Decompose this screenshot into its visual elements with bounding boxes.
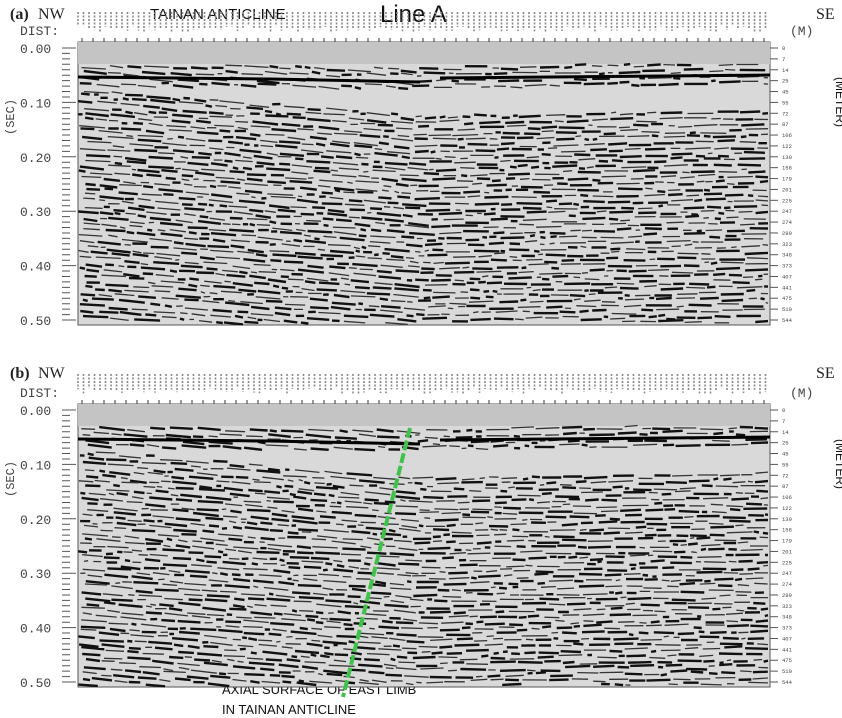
depth-tick-label: 45 bbox=[782, 451, 789, 458]
depth-tick-label: 72 bbox=[782, 110, 789, 117]
depth-tick-label: 407 bbox=[782, 273, 792, 280]
distance-label: DIST: bbox=[20, 386, 59, 401]
depth-tick-label: 158 bbox=[782, 165, 792, 172]
direction-label: SE bbox=[816, 365, 835, 382]
time-tick-label: 0.40 bbox=[20, 622, 51, 637]
annotation-line: IN TAINAN ANTICLINE bbox=[222, 702, 356, 717]
depth-unit: (METER) bbox=[833, 439, 842, 489]
depth-tick-label: 139 bbox=[782, 154, 792, 161]
time-tick-label: 0.10 bbox=[20, 96, 51, 111]
time-tick-label: 0.40 bbox=[20, 260, 51, 275]
panel-label: (a) bbox=[10, 6, 29, 23]
depth-tick-label: 25 bbox=[782, 78, 789, 85]
distance-unit: (M) bbox=[790, 24, 813, 39]
depth-tick-label: 373 bbox=[782, 263, 792, 270]
direction-label: NW bbox=[38, 6, 66, 23]
time-minor-ticks bbox=[62, 410, 76, 682]
depth-tick-label: 7 bbox=[782, 418, 785, 425]
depth-tick-label: 72 bbox=[782, 472, 789, 479]
depth-tick-label: 87 bbox=[782, 121, 789, 128]
time-unit: (SEC) bbox=[4, 99, 18, 135]
mute-zone bbox=[78, 42, 770, 64]
depth-unit: (METER) bbox=[833, 77, 842, 127]
depth-tick-label: 225 bbox=[782, 197, 792, 204]
depth-tick-label: 179 bbox=[782, 538, 792, 545]
depth-tick-label: 106 bbox=[782, 494, 792, 501]
time-tick-label: 0.20 bbox=[20, 513, 51, 528]
depth-tick-label: 441 bbox=[782, 646, 793, 653]
depth-tick-label: 441 bbox=[782, 284, 793, 291]
depth-tick-label: 544 bbox=[782, 679, 793, 686]
direction-label: SE bbox=[816, 6, 835, 23]
depth-tick-label: 158 bbox=[782, 527, 792, 534]
depth-tick-label: 55 bbox=[782, 99, 789, 106]
time-tick-label: 0.30 bbox=[20, 205, 51, 220]
depth-tick-label: 510 bbox=[782, 306, 792, 313]
depth-tick-label: 0 bbox=[782, 407, 785, 414]
depth-tick-label: 274 bbox=[782, 219, 793, 226]
depth-tick-label: 348 bbox=[782, 614, 792, 621]
time-tick-label: 0.10 bbox=[20, 458, 51, 473]
depth-tick-label: 139 bbox=[782, 516, 792, 523]
figure: TAINAN ANTICLINE Line A AXIAL SURFACE OF… bbox=[0, 0, 842, 718]
depth-tick-label: 247 bbox=[782, 208, 792, 215]
mute-zone bbox=[78, 404, 770, 426]
depth-tick-label: 14 bbox=[782, 67, 789, 74]
depth-tick-label: 201 bbox=[782, 186, 793, 193]
depth-tick-label: 122 bbox=[782, 143, 792, 150]
depth-tick-label: 348 bbox=[782, 252, 792, 259]
depth-tick-label: 299 bbox=[782, 592, 792, 599]
time-tick-label: 0.20 bbox=[20, 151, 51, 166]
depth-tick-label: 299 bbox=[782, 230, 792, 237]
depth-tick-label: 55 bbox=[782, 461, 789, 468]
direction-label: NW bbox=[38, 365, 66, 382]
distance-header bbox=[78, 374, 766, 394]
time-tick-label: 0.30 bbox=[20, 567, 51, 582]
time-minor-ticks bbox=[62, 48, 76, 320]
time-unit: (SEC) bbox=[4, 461, 18, 497]
depth-tick-label: 225 bbox=[782, 559, 792, 566]
depth-tick-label: 201 bbox=[782, 548, 793, 555]
distance-unit: (M) bbox=[790, 386, 813, 401]
time-tick-label: 0.00 bbox=[20, 404, 51, 419]
depth-tick-label: 25 bbox=[782, 440, 789, 447]
depth-tick-label: 87 bbox=[782, 483, 789, 490]
panel-label: (b) bbox=[10, 365, 30, 382]
depth-tick-label: 45 bbox=[782, 89, 789, 96]
depth-tick-label: 122 bbox=[782, 505, 792, 512]
time-tick-label: 0.00 bbox=[20, 42, 51, 57]
depth-tick-label: 0 bbox=[782, 45, 785, 52]
depth-tick-label: 544 bbox=[782, 317, 793, 324]
distance-label: DIST: bbox=[20, 24, 59, 39]
depth-tick-label: 510 bbox=[782, 668, 792, 675]
depth-tick-label: 247 bbox=[782, 570, 792, 577]
depth-tick-label: 475 bbox=[782, 295, 792, 302]
figure-canvas: TAINAN ANTICLINE Line A AXIAL SURFACE OF… bbox=[0, 0, 842, 718]
depth-tick-label: 179 bbox=[782, 176, 792, 183]
depth-tick-label: 14 bbox=[782, 429, 789, 436]
depth-tick-label: 323 bbox=[782, 241, 792, 248]
depth-tick-label: 106 bbox=[782, 132, 792, 139]
depth-tick-label: 274 bbox=[782, 581, 793, 588]
depth-tick-label: 7 bbox=[782, 56, 785, 63]
depth-tick-label: 373 bbox=[782, 625, 792, 632]
depth-tick-label: 323 bbox=[782, 603, 792, 610]
time-tick-label: 0.50 bbox=[20, 314, 51, 329]
time-tick-label: 0.50 bbox=[20, 676, 51, 691]
depth-tick-label: 475 bbox=[782, 657, 792, 664]
depth-tick-label: 407 bbox=[782, 635, 792, 642]
